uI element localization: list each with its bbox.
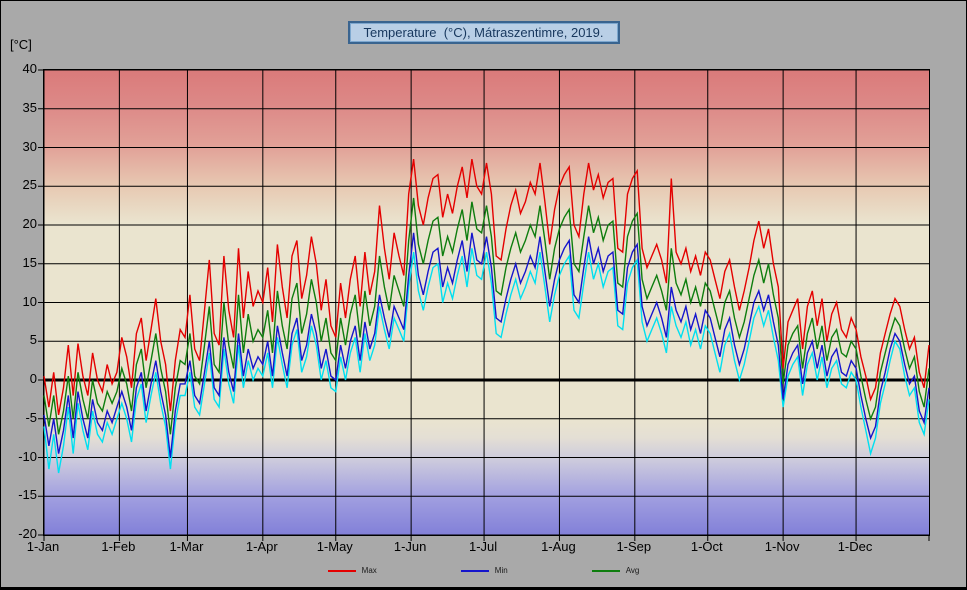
plot-area xyxy=(38,69,930,541)
y-tick-label: 15 xyxy=(22,254,37,270)
y-tick-label: -5 xyxy=(25,409,37,425)
x-tick-label: 1-Apr xyxy=(245,539,278,554)
legend-item-avg: Avg xyxy=(591,566,640,575)
y-tick-label: -10 xyxy=(18,448,37,464)
x-tick-label: 1-Nov xyxy=(764,539,800,554)
y-axis-unit-label: [°C] xyxy=(10,37,32,52)
y-tick-label: -20 xyxy=(18,526,37,541)
y-tick-label: 10 xyxy=(22,293,37,309)
temperature-line-chart xyxy=(38,69,930,541)
unlabeled-series-line xyxy=(43,248,930,474)
y-tick-label: 20 xyxy=(22,216,37,231)
avg-series-line xyxy=(43,197,930,435)
x-tick-label: 1-May xyxy=(316,539,353,554)
x-tick-label: 1-Aug xyxy=(541,539,576,554)
y-tick-label: 0 xyxy=(29,371,37,386)
chart-title: Temperature (°C), Mátraszentimre, 2019. xyxy=(347,21,620,44)
y-tick-label: -15 xyxy=(18,487,37,503)
x-tick-label: 1-Jan xyxy=(26,539,60,554)
x-tick-label: 1-Sep xyxy=(616,539,652,554)
y-tick-label: 25 xyxy=(22,177,37,193)
max-series-line xyxy=(43,158,930,416)
x-tick-label: 1-Dec xyxy=(837,539,873,554)
y-tick-label: 40 xyxy=(22,61,37,76)
legend: Max Min Avg xyxy=(1,566,966,575)
avg-line-swatch xyxy=(591,569,620,572)
min-series-line xyxy=(43,232,930,458)
legend-item-min: Min xyxy=(460,566,508,575)
min-line-swatch xyxy=(460,569,489,572)
y-tick-label: 30 xyxy=(22,138,37,154)
y-tick-label: 35 xyxy=(22,99,37,115)
y-tick-label: 5 xyxy=(29,332,37,348)
x-tick-label: 1-Oct xyxy=(690,539,723,554)
legend-label-avg: Avg xyxy=(625,566,640,575)
legend-item-max: Max xyxy=(327,566,377,575)
max-line-swatch xyxy=(327,569,356,572)
legend-label-min: Min xyxy=(494,566,508,575)
x-tick-label: 1-Feb xyxy=(101,539,136,554)
x-tick-label: 1-Jul xyxy=(468,539,498,554)
x-tick-label: 1-Jun xyxy=(393,539,427,554)
x-tick-label: 1-Mar xyxy=(169,539,204,554)
legend-label-max: Max xyxy=(361,566,377,575)
